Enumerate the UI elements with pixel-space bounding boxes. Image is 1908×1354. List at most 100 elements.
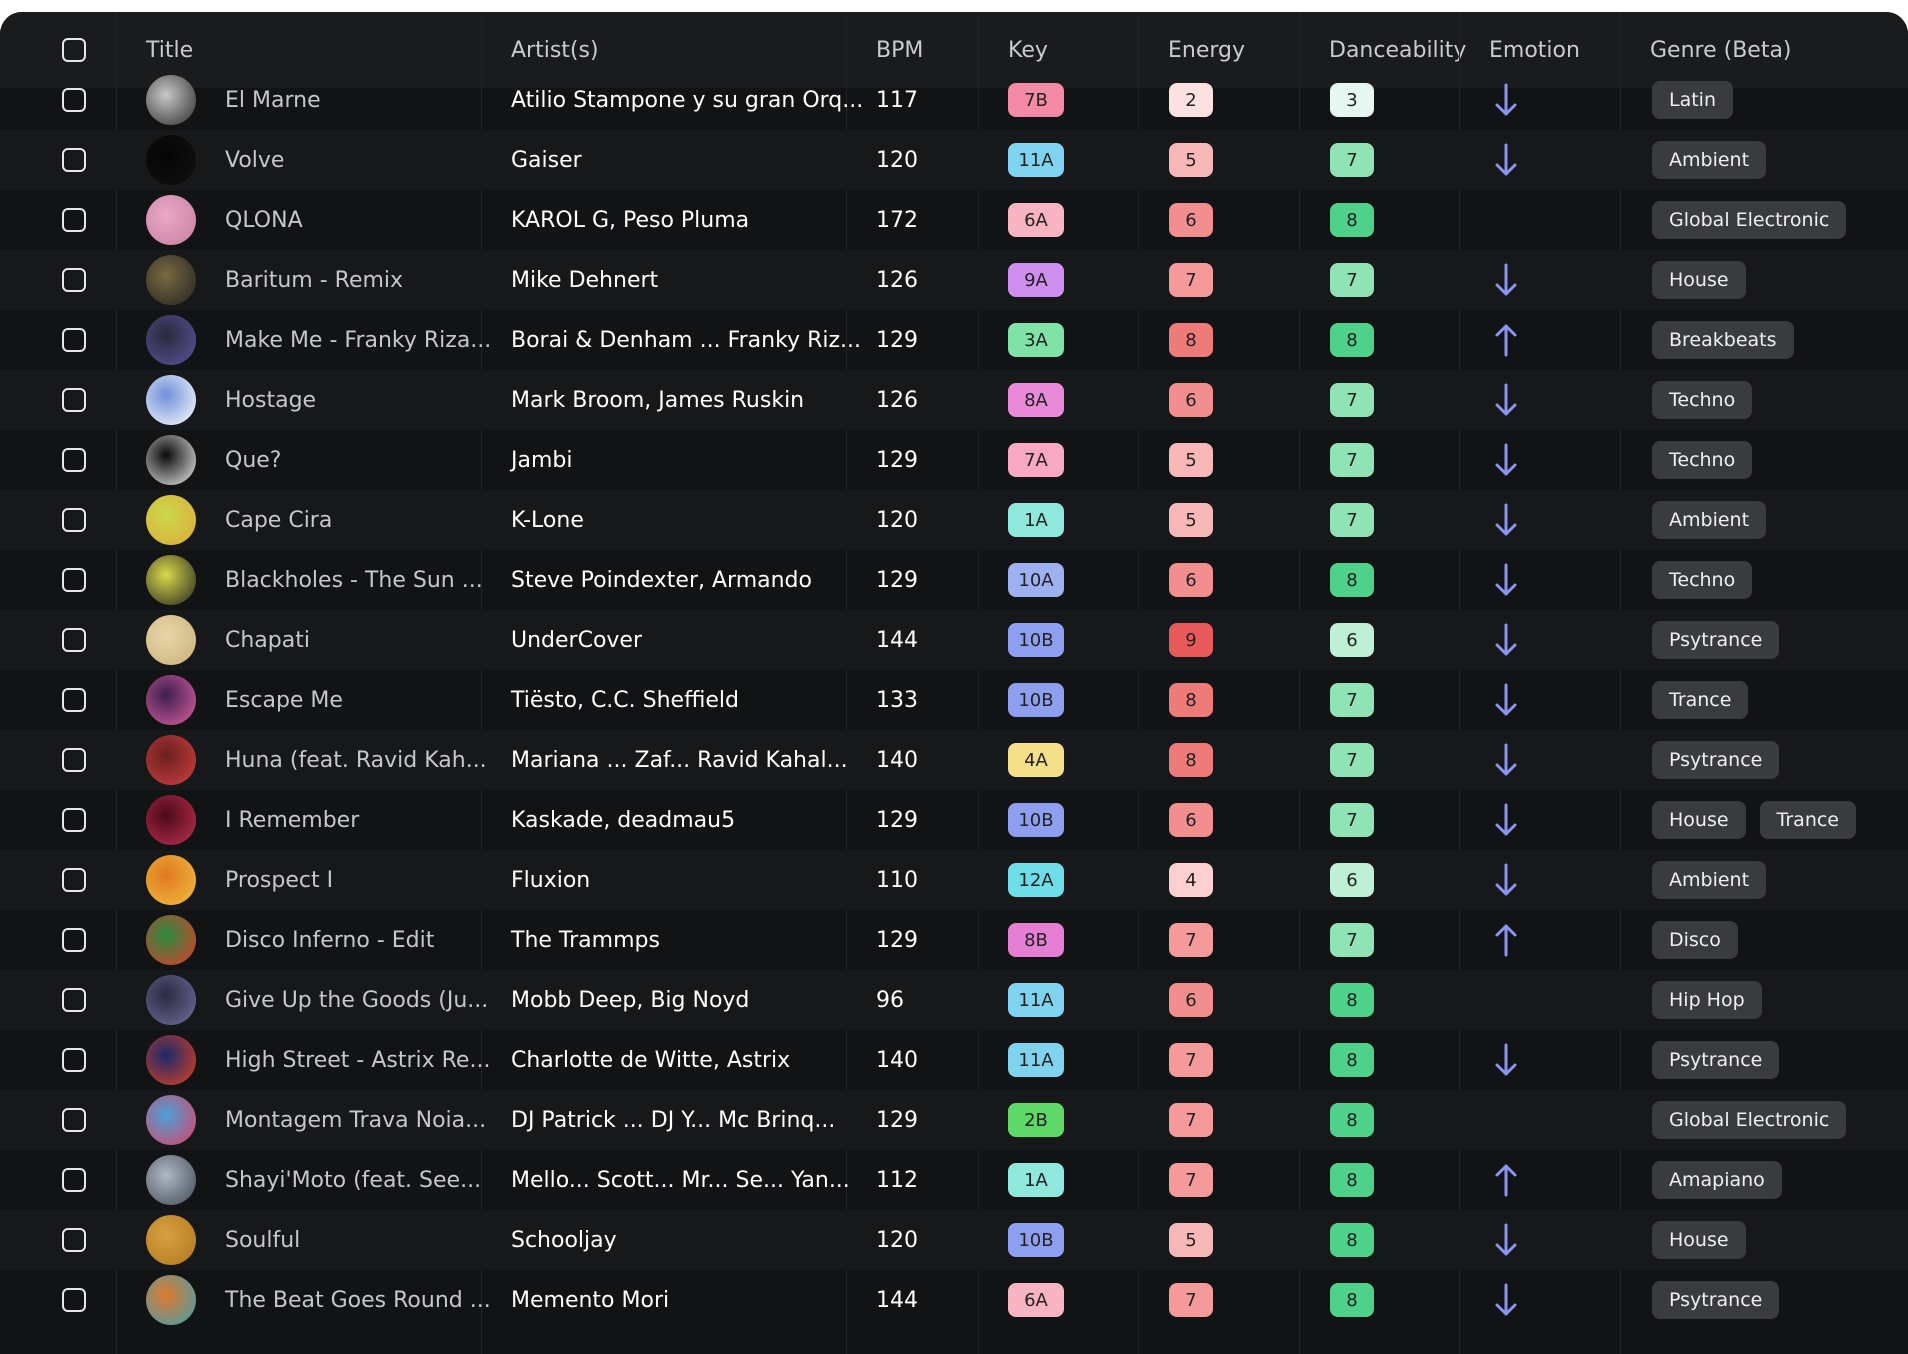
genre-tag[interactable]: Trance <box>1652 681 1749 719</box>
row-checkbox[interactable] <box>62 508 86 532</box>
title-cell[interactable]: Shayi'Moto (feat. See... <box>225 1150 481 1210</box>
genre-tag[interactable]: Psytrance <box>1652 621 1780 659</box>
artists-cell[interactable]: Mello... Scott... Mr... Se... Yan... <box>511 1150 850 1210</box>
title-cell[interactable]: Que? <box>225 430 281 490</box>
table-row[interactable]: Cape Cira K-Lone 120 1A 5 7 Ambient <box>0 490 1908 550</box>
artists-cell[interactable]: UnderCover <box>511 610 642 670</box>
header-danceability[interactable]: Danceability <box>1329 37 1467 63</box>
genre-tag[interactable]: Global Electronic <box>1652 1101 1847 1139</box>
title-cell[interactable]: Huna (feat. Ravid Kah... <box>225 730 487 790</box>
checkbox-cell[interactable] <box>62 1090 86 1150</box>
track-artists[interactable]: UnderCover <box>511 627 643 653</box>
artists-cell[interactable]: Mariana ... Zaf... Ravid Kahal... <box>511 730 848 790</box>
checkbox-cell[interactable] <box>62 670 86 730</box>
track-title[interactable]: Chapati <box>225 627 310 653</box>
table-row[interactable]: Blackholes - The Sun ... Steve Poindexter… <box>0 550 1908 610</box>
checkbox-cell[interactable] <box>62 430 86 490</box>
track-title[interactable]: Shayi'Moto (feat. See... <box>225 1167 482 1193</box>
genre-tag[interactable]: House <box>1652 801 1746 839</box>
track-title[interactable]: Make Me - Franky Riza... <box>225 327 492 353</box>
track-title[interactable]: Hostage <box>225 387 317 413</box>
genre-tag[interactable]: Global Electronic <box>1652 201 1847 239</box>
artists-cell[interactable]: DJ Patrick ... DJ Y... Mc Brinq... <box>511 1090 835 1150</box>
table-row[interactable]: Make Me - Franky Riza... Borai & Denham .… <box>0 310 1908 370</box>
track-title[interactable]: Montagem Trava Noia... <box>225 1107 487 1133</box>
track-title[interactable]: El Marne <box>225 87 321 113</box>
title-cell[interactable]: Escape Me <box>225 670 343 730</box>
track-title[interactable]: Prospect I <box>225 867 334 893</box>
artists-cell[interactable]: Kaskade, deadmau5 <box>511 790 735 850</box>
track-title[interactable]: Volve <box>225 147 285 173</box>
title-cell[interactable]: Cape Cira <box>225 490 332 550</box>
track-title[interactable]: Cape Cira <box>225 507 333 533</box>
table-row[interactable]: El Marne Atilio Stampone y su gran Orq...… <box>0 70 1908 130</box>
genre-tag[interactable]: Psytrance <box>1652 741 1780 779</box>
track-artists[interactable]: Mariana ... Zaf... Ravid Kahal... <box>511 747 848 773</box>
track-title[interactable]: Escape Me <box>225 687 343 713</box>
table-row[interactable]: Baritum - Remix Mike Dehnert 126 9A 7 7 House <box>0 250 1908 310</box>
genre-tag[interactable]: Ambient <box>1652 141 1767 179</box>
table-row[interactable]: Disco Inferno - Edit The Trammps 129 8B 7 7 Di… <box>0 910 1908 970</box>
genre-tag[interactable]: House <box>1652 261 1746 299</box>
genre-tag[interactable]: Hip Hop <box>1652 981 1762 1019</box>
genre-tag[interactable]: Latin <box>1652 81 1733 119</box>
genre-tag[interactable]: Techno <box>1652 381 1753 419</box>
track-artists[interactable]: Schooljay <box>511 1227 617 1253</box>
track-title[interactable]: Blackholes - The Sun ... <box>225 567 483 593</box>
artists-cell[interactable]: K-Lone <box>511 490 584 550</box>
track-artists[interactable]: Kaskade, deadmau5 <box>511 807 736 833</box>
track-title[interactable]: High Street - Astrix Re... <box>225 1047 491 1073</box>
table-row[interactable]: QLONA KAROL G, Peso Pluma 172 6A 6 8 Global El… <box>0 190 1908 250</box>
checkbox-cell[interactable] <box>62 1030 86 1090</box>
checkbox-cell[interactable] <box>62 310 86 370</box>
track-artists[interactable]: KAROL G, Peso Pluma <box>511 207 750 233</box>
track-title[interactable]: Que? <box>225 447 282 473</box>
title-cell[interactable]: High Street - Astrix Re... <box>225 1030 490 1090</box>
track-artists[interactable]: Atilio Stampone y su gran Orq... <box>511 87 864 113</box>
genre-tag[interactable]: Disco <box>1652 921 1738 959</box>
header-genre[interactable]: Genre (Beta) <box>1650 37 1792 63</box>
checkbox-cell[interactable] <box>62 190 86 250</box>
header-energy[interactable]: Energy <box>1168 37 1246 63</box>
track-title[interactable]: QLONA <box>225 207 303 233</box>
checkbox-cell[interactable] <box>62 250 86 310</box>
table-row[interactable]: Volve Gaiser 120 11A 5 7 Ambient <box>0 130 1908 190</box>
genre-tag[interactable]: Ambient <box>1652 861 1767 899</box>
title-cell[interactable]: El Marne <box>225 70 321 130</box>
genre-tag[interactable]: Techno <box>1652 561 1753 599</box>
title-cell[interactable]: Disco Inferno - Edit <box>225 910 434 970</box>
checkbox-cell[interactable] <box>62 610 86 670</box>
row-checkbox[interactable] <box>62 328 86 352</box>
track-artists[interactable]: Jambi <box>511 447 573 473</box>
title-cell[interactable]: The Beat Goes Round ... <box>225 1270 491 1330</box>
checkbox-cell[interactable] <box>62 130 86 190</box>
track-title[interactable]: Give Up the Goods (Ju... <box>225 987 489 1013</box>
row-checkbox[interactable] <box>62 1228 86 1252</box>
artists-cell[interactable]: Mike Dehnert <box>511 250 658 310</box>
table-row[interactable]: Shayi'Moto (feat. See... Mello... Scott..… <box>0 1150 1908 1210</box>
checkbox-cell[interactable] <box>62 370 86 430</box>
checkbox-cell[interactable] <box>62 490 86 550</box>
row-checkbox[interactable] <box>62 1048 86 1072</box>
title-cell[interactable]: Give Up the Goods (Ju... <box>225 970 488 1030</box>
genre-tag[interactable]: Psytrance <box>1652 1281 1780 1319</box>
track-artists[interactable]: Borai & Denham ... Franky Riz... <box>511 327 861 353</box>
header-artists[interactable]: Artist(s) <box>511 37 599 63</box>
row-checkbox[interactable] <box>62 628 86 652</box>
title-cell[interactable]: Chapati <box>225 610 310 670</box>
table-row[interactable]: Hostage Mark Broom, James Ruskin 126 8A 6 7 Te… <box>0 370 1908 430</box>
track-artists[interactable]: Steve Poindexter, Armando <box>511 567 812 593</box>
artists-cell[interactable]: The Trammps <box>511 910 660 970</box>
row-checkbox[interactable] <box>62 988 86 1012</box>
checkbox-cell[interactable] <box>62 1150 86 1210</box>
row-checkbox[interactable] <box>62 808 86 832</box>
artists-cell[interactable]: Charlotte de Witte, Astrix <box>511 1030 790 1090</box>
title-cell[interactable]: QLONA <box>225 190 303 250</box>
track-artists[interactable]: Gaiser <box>511 147 582 173</box>
row-checkbox[interactable] <box>62 1288 86 1312</box>
table-row[interactable]: Huna (feat. Ravid Kah... Mariana ... Zaf.… <box>0 730 1908 790</box>
table-row[interactable]: I Remember Kaskade, deadmau5 129 10B 6 7 House… <box>0 790 1908 850</box>
artists-cell[interactable]: Fluxion <box>511 850 590 910</box>
table-row[interactable]: High Street - Astrix Re... Charlotte de W… <box>0 1030 1908 1090</box>
table-row[interactable]: Give Up the Goods (Ju... Mobb Deep, Big N… <box>0 970 1908 1030</box>
